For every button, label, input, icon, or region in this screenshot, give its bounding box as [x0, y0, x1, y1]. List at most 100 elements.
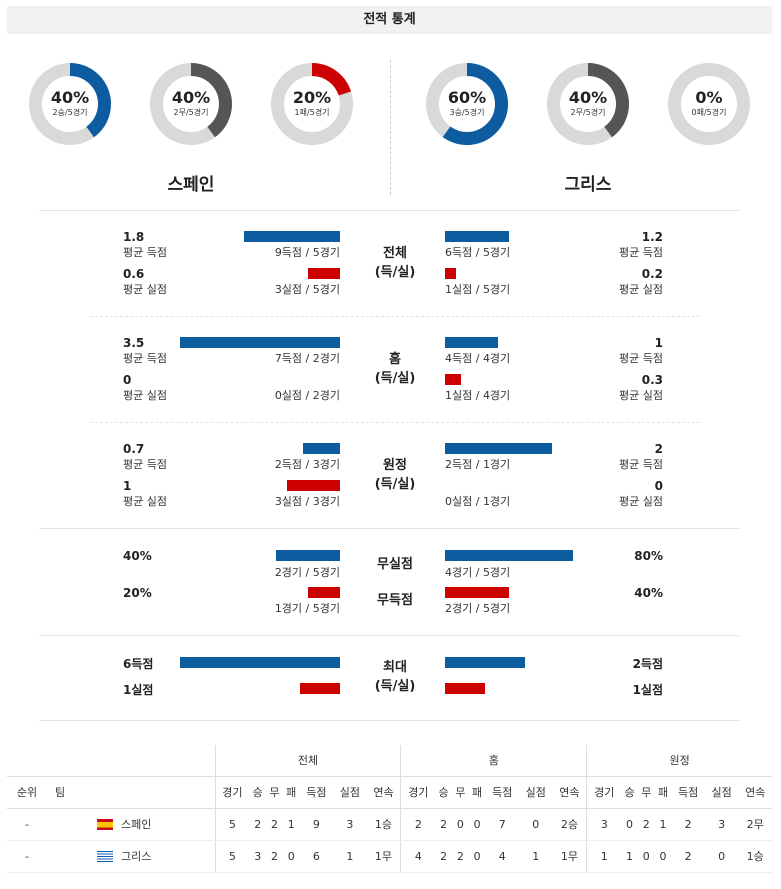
col-draw: 무 — [637, 775, 655, 809]
col-draw: 무 — [266, 775, 283, 809]
donut-sub: 2승/5경기 — [52, 108, 88, 117]
away-avg-ga-label: 평균 실점 — [619, 283, 663, 296]
team-name: 그리스 — [121, 850, 152, 863]
col-loss: 패 — [654, 775, 672, 809]
home-clean-sheet-pct: 40% — [123, 549, 152, 563]
home-avg-ga: 0 — [123, 373, 132, 387]
away-ga-count: 1실점 / 4경기 — [445, 389, 511, 402]
home-ga-count: 3실점 / 5경기 — [274, 283, 340, 296]
home-max-gf-bar — [180, 657, 340, 668]
stat-cell: 2 — [435, 840, 452, 873]
donut-away-loss: 0% 0패/5경기 — [666, 61, 752, 147]
home-ga-bar — [308, 268, 340, 279]
stat-cell: 6 — [299, 840, 334, 873]
home-max-ga: 1실점 — [123, 683, 154, 697]
col-streak: 연속 — [366, 775, 401, 809]
stat-cell: 9 — [299, 808, 334, 841]
stat-cell: 0 — [282, 840, 300, 873]
donut-sub: 1패/5경기 — [294, 108, 330, 117]
donut-pct: 20% — [292, 88, 332, 107]
home-max-gf: 6득점 — [123, 657, 154, 671]
away-gf-bar — [445, 337, 498, 348]
away-avg-gf: 1 — [654, 336, 663, 350]
away-ga-bar — [445, 268, 456, 279]
home-gf-count: 7득점 / 2경기 — [274, 352, 340, 365]
section-title-1: 홈 — [389, 352, 401, 367]
stat-cell: 0 — [621, 808, 638, 841]
col-ga: 실점 — [518, 775, 553, 809]
home-avg-gf: 0.7 — [123, 442, 145, 456]
rank-cell: - — [7, 808, 47, 841]
section-title-2: (득/실) — [374, 371, 416, 386]
col-played: 경기 — [586, 775, 622, 809]
col-draw: 무 — [451, 775, 469, 809]
col-gf: 득점 — [299, 775, 334, 809]
donut-fill — [547, 63, 629, 145]
section-title: 원정 (득/실) — [360, 456, 430, 494]
away-gf-bar — [445, 443, 552, 454]
table-row: - 스페인 5 2 2 1 9 3 1승 2 2 0 0 7 0 2승 3 0 2 1 2 3 2무 — [7, 808, 772, 841]
table-group-header: 전체 홈 원정 — [7, 745, 772, 776]
stat-cell: 0 — [468, 840, 486, 873]
home-avg-gf-label: 평균 득점 — [123, 352, 167, 365]
group-away: 원정 — [586, 745, 772, 776]
away-failed-score-bar — [445, 587, 509, 598]
home-clean-sheet-count: 2경기 / 5경기 — [274, 566, 340, 579]
divider — [39, 720, 739, 721]
donut-home-draw: 40% 2무/5경기 — [148, 61, 234, 147]
failed-score-label: 무득점 — [377, 593, 413, 608]
donut-ring — [29, 63, 111, 145]
donut-pct: 0% — [695, 88, 723, 107]
home-ga-bar — [287, 480, 340, 491]
away-ga-bar — [445, 374, 461, 385]
away-team-name: 그리스 — [564, 175, 612, 195]
stat-cell: 1무 — [366, 840, 401, 873]
away-avg-ga: 0 — [654, 479, 663, 493]
stat-cell: 1승 — [738, 840, 772, 873]
donut-ring — [426, 63, 508, 145]
home-failed-score-pct: 20% — [123, 586, 152, 600]
section-title-1: 최대 — [383, 660, 407, 675]
col-loss: 패 — [468, 775, 486, 809]
section-title: 전체 (득/실) — [360, 244, 430, 282]
away-avg-gf-label: 평균 득점 — [619, 352, 663, 365]
donut-pct: 60% — [447, 88, 487, 107]
home-gf-bar — [244, 231, 340, 242]
section-title: 최대 (득/실) — [360, 658, 430, 696]
stat-cell: 1 — [621, 840, 638, 873]
stat-cell: 2 — [400, 808, 436, 841]
home-failed-score-count: 1경기 / 5경기 — [274, 602, 340, 615]
away-avg-gf: 2 — [654, 442, 663, 456]
team-cell[interactable]: 그리스 — [47, 840, 215, 873]
col-gf: 득점 — [485, 775, 519, 809]
stat-cell: 2무 — [738, 808, 772, 841]
donut-home-loss: 20% 1패/5경기 — [269, 61, 355, 147]
col-win: 승 — [249, 775, 267, 809]
away-ga-count: 1실점 / 5경기 — [445, 283, 511, 296]
team-cell[interactable]: 스페인 — [47, 808, 215, 841]
stat-cell: 2 — [249, 808, 267, 841]
blank-cell — [47, 745, 215, 776]
donut-sub: 3승/5경기 — [449, 108, 485, 117]
stat-cell: 1 — [586, 840, 622, 873]
away-max-ga: 1실점 — [632, 683, 663, 697]
section-title: 홈 (득/실) — [360, 350, 430, 388]
col-streak: 연속 — [738, 775, 772, 809]
stat-cell: 1 — [518, 840, 553, 873]
home-avg-gf-label: 평균 득점 — [123, 246, 167, 259]
away-gf-bar — [445, 231, 509, 242]
failed-score-title: 무득점 — [360, 591, 430, 610]
away-avg-gf: 1.2 — [641, 230, 663, 244]
away-max-gf: 2득점 — [632, 657, 663, 671]
away-max-ga-bar — [445, 683, 485, 694]
stats-header: 전적 통계 — [7, 6, 772, 34]
away-clean-sheet-count: 4경기 / 5경기 — [445, 566, 511, 579]
standings-table: 전체 홈 원정 순위 팀 경기 승 무 패 득점 실점 연속 경기 승 무 패 득점 실점 연속 경기 승… — [7, 745, 772, 873]
team-divider — [390, 60, 391, 195]
donut-pct: 40% — [568, 88, 608, 107]
home-gf-bar — [180, 337, 340, 348]
away-gf-count: 2득점 / 1경기 — [445, 458, 511, 471]
away-clean-sheet-pct: 80% — [634, 549, 663, 563]
stat-cell: 3 — [586, 808, 622, 841]
stat-cell: 0 — [704, 840, 739, 873]
